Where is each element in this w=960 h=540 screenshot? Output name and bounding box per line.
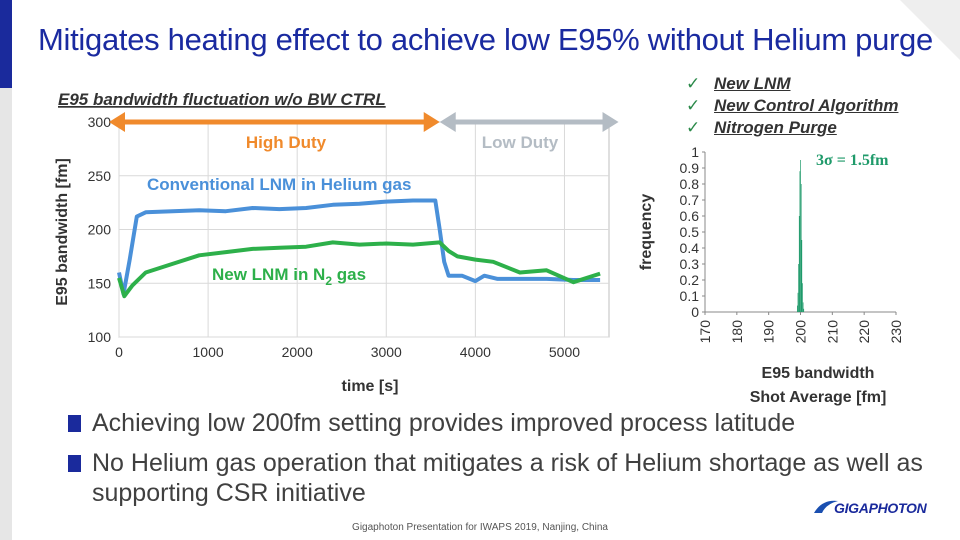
y-tick-label: 100 xyxy=(88,329,112,345)
gigaphoton-logo: GIGAPHOTON xyxy=(814,500,928,516)
x-tick-label: 3000 xyxy=(371,344,402,360)
y-tick-label: 300 xyxy=(88,114,112,130)
hist-x-tick-label: 220 xyxy=(856,320,872,344)
bullet-square-icon xyxy=(68,415,81,432)
histogram-bar xyxy=(797,292,799,312)
check-icon: ✓ xyxy=(686,74,701,93)
chart-title: E95 bandwidth fluctuation w/o BW CTRL xyxy=(58,90,386,109)
hist-x-tick-label: 180 xyxy=(729,320,745,344)
hist-y-tick-label: 0.6 xyxy=(680,208,700,224)
series-line-new-lnm xyxy=(117,240,601,299)
hist-y-tick-label: 0.8 xyxy=(680,176,700,192)
hist-y-label: frequency xyxy=(638,194,655,271)
hist-y-tick-label: 0.9 xyxy=(680,160,700,176)
high-duty-arrowhead-right xyxy=(423,112,440,132)
histogram-bar xyxy=(802,283,803,312)
low-duty-arrowhead-left xyxy=(439,112,456,132)
histogram-bar xyxy=(803,308,805,312)
hist-x-tick-label: 170 xyxy=(697,320,713,344)
slide-title: Mitigates heating effect to achieve low … xyxy=(38,22,933,57)
x-tick-label: 2000 xyxy=(282,344,313,360)
series-label-tail: gas xyxy=(332,265,366,284)
x-axis-label: time [s] xyxy=(342,378,399,395)
y-tick-label: 200 xyxy=(88,222,112,238)
bullet-text: Achieving low 200fm setting provides imp… xyxy=(92,409,796,437)
histogram-bar xyxy=(802,302,804,312)
e95-histogram: 00.10.20.30.40.50.60.70.80.91 170 180 190 2… xyxy=(638,144,904,406)
x-tick-label: 0 xyxy=(115,344,123,360)
series-line-conventional xyxy=(117,198,601,296)
checklist-label: New LNM xyxy=(714,74,791,93)
histogram-bar xyxy=(797,305,798,312)
footer-text: Gigaphoton Presentation for IWAPS 2019, … xyxy=(352,522,608,533)
hist-y-tick-label: 1 xyxy=(691,144,699,160)
bullet-item: No Helium gas operation that mitigates a… xyxy=(68,448,948,510)
corner-decoration xyxy=(900,0,960,60)
high-duty-label: High Duty xyxy=(246,133,327,152)
hist-x-tick-label: 200 xyxy=(793,320,809,344)
y-axis-label: E95 bandwidth [fm] xyxy=(54,158,71,306)
hist-x-tick-label: 230 xyxy=(888,320,904,344)
histogram-bar xyxy=(799,171,801,312)
logo-swoosh-icon xyxy=(814,500,838,513)
hist-x-label: E95 bandwidth xyxy=(762,365,875,382)
histogram-bar xyxy=(798,264,799,312)
histogram-bar xyxy=(798,216,800,312)
y-tick-label: 150 xyxy=(88,275,112,291)
hist-x-tick-label: 190 xyxy=(761,320,777,344)
bullet-text: No Helium gas operation that mitigates a… xyxy=(92,449,923,507)
checklist-label: New Control Algorithm xyxy=(714,96,899,115)
hist-x-label-2: Shot Average [fm] xyxy=(750,389,887,406)
hist-x-tick-label: 210 xyxy=(824,320,840,344)
checklist-label: Nitrogen Purge xyxy=(714,118,837,137)
histogram-bar xyxy=(800,160,801,312)
y-tick-label: 250 xyxy=(88,168,112,184)
histogram-bar xyxy=(801,240,803,312)
check-icon: ✓ xyxy=(686,118,701,137)
series-label-main: New LNM in N xyxy=(212,265,325,284)
hist-y-tick-label: 0.5 xyxy=(680,224,700,240)
hist-y-tick-label: 0.4 xyxy=(680,240,700,256)
x-tick-label: 4000 xyxy=(460,344,491,360)
hist-y-tick-label: 0 xyxy=(691,304,699,320)
low-duty-label: Low Duty xyxy=(482,133,559,152)
series-label-new-lnm: New LNM in N2 gas xyxy=(212,265,366,288)
hist-y-tick-label: 0.1 xyxy=(680,288,700,304)
hist-annotation: 3σ = 1.5fm xyxy=(816,152,889,169)
hist-y-tick-label: 0.2 xyxy=(680,272,700,288)
low-duty-arrowhead-right xyxy=(602,112,619,132)
accent-bar xyxy=(0,0,12,88)
series-label-conventional: Conventional LNM in Helium gas xyxy=(147,175,411,194)
x-tick-label: 1000 xyxy=(193,344,224,360)
high-duty-arrowhead-left xyxy=(109,112,125,132)
series-label-sub: 2 xyxy=(325,274,332,288)
histogram-bar xyxy=(800,184,802,312)
side-bar xyxy=(0,88,12,540)
bullet-item: Achieving low 200fm setting provides imp… xyxy=(68,408,948,440)
check-icon: ✓ xyxy=(686,96,701,115)
x-tick-label: 5000 xyxy=(549,344,580,360)
bullet-square-icon xyxy=(68,455,81,472)
logo-text: GIGAPHOTON xyxy=(834,500,928,516)
hist-y-tick-label: 0.3 xyxy=(680,256,700,272)
hist-y-tick-label: 0.7 xyxy=(680,192,700,208)
